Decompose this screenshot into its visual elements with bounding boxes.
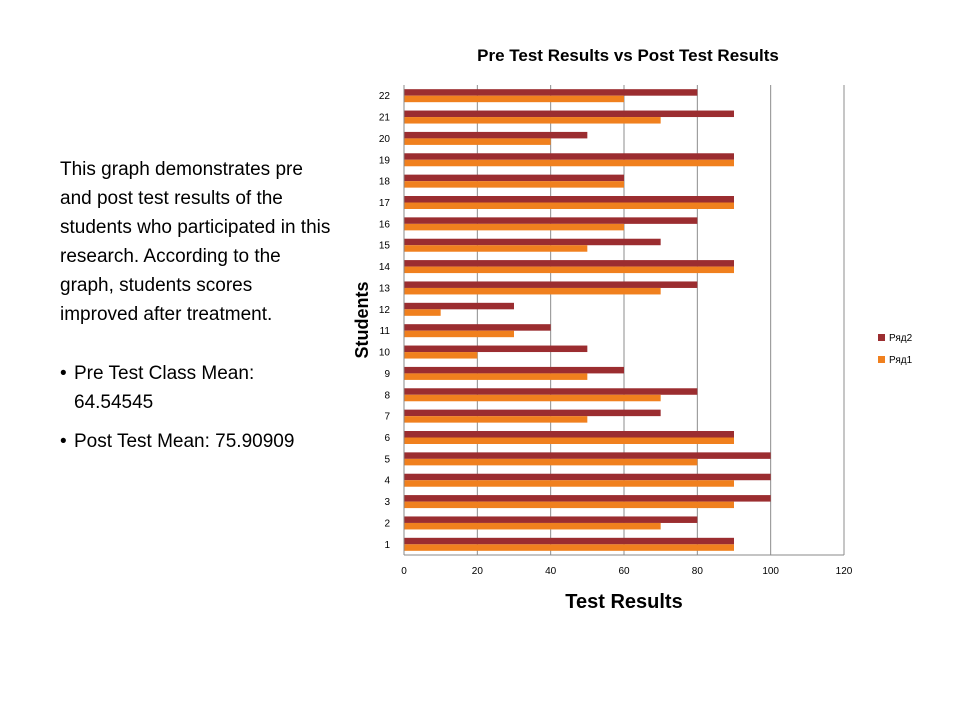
bullet-pre-test-mean: • Pre Test Class Mean: 64.54545 [60, 359, 335, 417]
bar-Ряд1-15 [404, 245, 588, 252]
bar-Ряд1-5 [404, 458, 698, 466]
x-tick-label-60: 60 [618, 566, 630, 577]
bar-Ряд1-1 [404, 544, 734, 551]
y-tick-label-22: 22 [379, 91, 391, 102]
bar-Ряд1-6 [404, 437, 734, 444]
y-tick-label-17: 17 [379, 198, 391, 209]
y-tick-label-13: 13 [379, 283, 391, 294]
y-tick-label-20: 20 [379, 134, 391, 145]
y-tick-label-12: 12 [379, 305, 391, 316]
bar-Ряд1-13 [404, 287, 661, 295]
y-tick-label-2: 2 [384, 518, 390, 529]
legend-swatch-1 [878, 356, 885, 363]
bullet-dot: • [60, 363, 67, 384]
x-tick-label-0: 0 [401, 566, 407, 577]
y-tick-label-8: 8 [384, 390, 390, 401]
y-tick-label-3: 3 [384, 497, 390, 508]
bar-Ряд1-2 [404, 522, 661, 530]
y-tick-label-1: 1 [384, 540, 390, 551]
y-tick-label-16: 16 [379, 219, 391, 230]
bar-Ряд1-11 [404, 330, 514, 338]
bar-Ряд1-3 [404, 501, 734, 509]
x-tick-label-20: 20 [472, 566, 484, 577]
bar-Ряд2-19 [404, 153, 734, 160]
x-tick-label-100: 100 [762, 566, 779, 577]
bar-Ряд1-20 [404, 138, 551, 145]
bullet-dot: • [60, 431, 67, 452]
y-tick-label-21: 21 [379, 113, 391, 124]
bullet-post-test-mean: • Post Test Mean: 75.90909 [60, 427, 335, 456]
bar-Ряд2-4 [404, 473, 771, 481]
bar-Ряд2-11 [404, 324, 551, 331]
bar-Ряд2-9 [404, 366, 624, 374]
bullet-text: Pre Test Class Mean: 64.54545 [74, 363, 255, 413]
y-tick-label-4: 4 [384, 476, 390, 487]
bar-chart: Pre Test Results vs Post Test Results 12… [352, 46, 913, 613]
legend-label-1: Ряд1 [889, 355, 913, 366]
x-tick-labels: 0 20 40 60 80 100 120 [401, 566, 853, 577]
legend: Ряд2 Ряд1 [878, 333, 913, 366]
y-tick-label-9: 9 [384, 369, 390, 380]
bar-Ряд2-6 [404, 431, 734, 438]
bar-Ряд2-13 [404, 281, 698, 288]
x-tick-label-80: 80 [692, 566, 704, 577]
bar-Ряд2-14 [404, 260, 734, 267]
bar-Ряд2-8 [404, 388, 698, 395]
bar-Ряд1-22 [404, 95, 624, 103]
bar-Ряд2-1 [404, 537, 734, 545]
chart-title: Pre Test Results vs Post Test Results [477, 46, 779, 65]
bar-Ряд2-15 [404, 238, 661, 246]
y-tick-label-14: 14 [379, 262, 391, 273]
bar-Ряд1-16 [404, 223, 624, 231]
bar-Ряд2-20 [404, 131, 588, 139]
legend-swatch-0 [878, 334, 885, 341]
bar-Ряд2-5 [404, 452, 771, 459]
y-axis-label: Students [352, 281, 372, 358]
x-tick-label-120: 120 [836, 566, 853, 577]
y-tick-label-11: 11 [380, 326, 391, 337]
bar-Ряд1-18 [404, 181, 624, 188]
y-tick-label-6: 6 [384, 433, 390, 444]
y-tick-label-15: 15 [379, 241, 391, 252]
y-tick-label-19: 19 [379, 155, 391, 166]
bar-Ряд2-17 [404, 196, 734, 203]
x-axis-label: Test Results [565, 591, 682, 613]
bar-Ряд1-4 [404, 480, 734, 487]
bar-Ряд1-9 [404, 373, 588, 380]
bar-Ряд1-7 [404, 416, 588, 423]
bar-Ряд1-10 [404, 352, 478, 359]
slide-text: This graph demonstrates pre and post tes… [60, 155, 335, 466]
bars-group [404, 89, 771, 551]
description-paragraph: This graph demonstrates pre and post tes… [60, 159, 331, 325]
bar-Ряд1-19 [404, 159, 734, 167]
bullet-text: Post Test Mean: 75.90909 [74, 431, 295, 452]
bar-Ряд2-3 [404, 495, 771, 502]
bar-Ряд2-16 [404, 217, 698, 224]
bar-Ряд2-2 [404, 516, 698, 523]
bar-Ряд2-22 [404, 89, 698, 96]
y-tick-label-18: 18 [379, 177, 391, 188]
bar-Ряд1-8 [404, 394, 661, 402]
bar-Ряд2-21 [404, 110, 734, 118]
bar-Ряд2-7 [404, 409, 661, 417]
bar-Ряд1-17 [404, 202, 734, 209]
bar-Ряд1-12 [404, 309, 441, 316]
y-tick-label-10: 10 [379, 348, 391, 359]
bar-Ряд1-21 [404, 117, 661, 124]
bar-Ряд2-10 [404, 345, 588, 353]
bar-Ряд2-12 [404, 302, 514, 310]
y-tick-label-7: 7 [384, 412, 390, 423]
x-tick-label-40: 40 [545, 566, 557, 577]
bar-Ряд1-14 [404, 266, 734, 274]
y-tick-label-5: 5 [384, 454, 390, 465]
legend-label-0: Ряд2 [889, 333, 913, 344]
bar-Ряд2-18 [404, 174, 624, 182]
